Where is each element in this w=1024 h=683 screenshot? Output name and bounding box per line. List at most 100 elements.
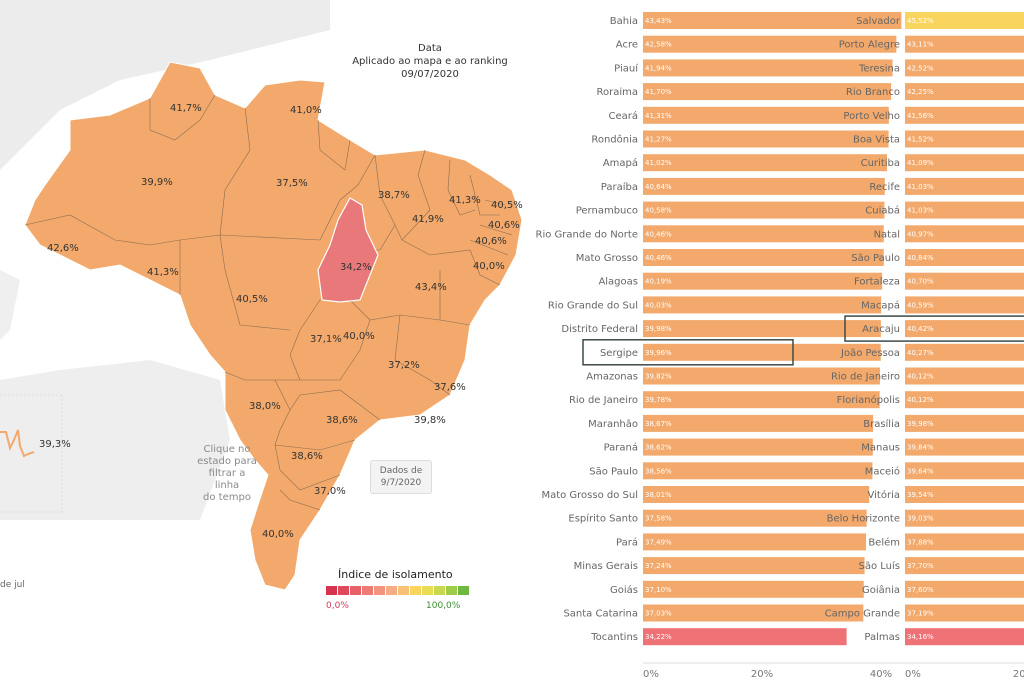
brazil-map[interactable]: 41,7% 41,0% 39,9% 37,5% 38,7% 41,3% 40,5… bbox=[0, 0, 530, 683]
bar-category-label: Palmas bbox=[864, 632, 900, 643]
bar-category-label: Paraíba bbox=[601, 181, 638, 193]
bar-value-label: 40,58% bbox=[645, 207, 672, 215]
bar-value-label: 39,98% bbox=[645, 325, 672, 333]
bar-category-label: Alagoas bbox=[598, 277, 638, 288]
bar-city[interactable] bbox=[905, 367, 1024, 385]
bar-city[interactable] bbox=[905, 296, 1024, 314]
bar-state[interactable] bbox=[643, 438, 873, 456]
bar-city[interactable] bbox=[905, 201, 1024, 219]
bar-state[interactable] bbox=[643, 59, 893, 77]
bar-value-label: 40,12% bbox=[907, 373, 934, 381]
bar-state[interactable] bbox=[643, 509, 867, 527]
map-label-pb: 40,6% bbox=[488, 220, 520, 231]
bar-state[interactable] bbox=[643, 83, 892, 101]
bar-category-label: Vitória bbox=[868, 489, 900, 501]
bar-city[interactable] bbox=[905, 177, 1024, 195]
bar-city[interactable] bbox=[905, 83, 1024, 101]
bar-city[interactable] bbox=[905, 249, 1024, 266]
bar-state[interactable] bbox=[643, 343, 881, 361]
bar-value-label: 40,27% bbox=[907, 349, 934, 357]
bar-state[interactable] bbox=[643, 486, 870, 503]
bar-value-label: 40,12% bbox=[907, 396, 934, 404]
bar-city[interactable] bbox=[905, 130, 1024, 148]
bar-state[interactable] bbox=[643, 462, 873, 480]
bar-category-label: São Luís bbox=[859, 560, 901, 572]
bar-category-label: Boa Vista bbox=[853, 135, 900, 146]
bar-state[interactable] bbox=[643, 225, 884, 243]
bar-city[interactable] bbox=[905, 35, 1024, 53]
bar-city[interactable] bbox=[905, 509, 1024, 527]
bar-state[interactable] bbox=[643, 12, 902, 29]
bar-state[interactable] bbox=[643, 106, 889, 124]
bar-value-label: 42,58% bbox=[645, 41, 672, 49]
bar-state[interactable] bbox=[643, 367, 880, 385]
bar-city[interactable] bbox=[905, 628, 1024, 646]
ranking-charts[interactable]: Bahia 43,43% Acre 42,58% Piauí 41,94% Roraima 4… bbox=[530, 0, 1024, 683]
bar-state[interactable] bbox=[643, 628, 847, 646]
bar-city[interactable] bbox=[905, 533, 1024, 551]
bar-category-label: Paraná bbox=[604, 442, 638, 454]
bar-state[interactable] bbox=[643, 201, 885, 219]
bar-value-label: 39,98% bbox=[907, 420, 934, 428]
bar-city[interactable] bbox=[905, 320, 1024, 338]
bar-value-label: 39,78% bbox=[645, 396, 672, 404]
bar-category-label: Aracaju bbox=[862, 324, 900, 335]
bar-state[interactable] bbox=[643, 272, 883, 290]
bar-value-label: 40,42% bbox=[907, 325, 934, 333]
bar-value-label: 40,59% bbox=[907, 301, 934, 309]
map-label-am: 39,9% bbox=[141, 177, 173, 188]
bar-city[interactable] bbox=[905, 414, 1024, 432]
bar-state[interactable] bbox=[643, 177, 885, 195]
date-filter-value[interactable]: 09/07/2020 bbox=[401, 69, 459, 80]
bar-city[interactable] bbox=[905, 225, 1024, 243]
map-label-rn: 40,5% bbox=[491, 200, 523, 211]
bar-value-label: 39,84% bbox=[907, 444, 934, 452]
bar-state[interactable] bbox=[643, 35, 897, 53]
bar-category-label: Amazonas bbox=[586, 372, 638, 383]
bar-value-label: 41,56% bbox=[907, 112, 934, 120]
bar-city[interactable] bbox=[905, 391, 1024, 409]
bar-value-label: 37,70% bbox=[907, 562, 934, 570]
bar-city[interactable] bbox=[905, 272, 1024, 290]
bar-city[interactable] bbox=[905, 557, 1024, 575]
bar-state[interactable] bbox=[643, 154, 888, 172]
bar-category-label: Natal bbox=[874, 229, 900, 240]
bar-city[interactable] bbox=[905, 486, 1024, 503]
bar-state[interactable] bbox=[643, 320, 881, 338]
map-label-mt: 40,5% bbox=[236, 294, 268, 305]
bar-state[interactable] bbox=[643, 580, 864, 598]
bar-state[interactable] bbox=[643, 557, 865, 575]
bar-value-label: 40,19% bbox=[645, 278, 672, 286]
bar-value-label: 38,56% bbox=[645, 467, 672, 475]
bar-city[interactable] bbox=[905, 59, 1024, 77]
bar-city[interactable] bbox=[905, 462, 1024, 480]
bar-city[interactable] bbox=[905, 12, 1024, 29]
bar-category-label: Belo Horizonte bbox=[827, 514, 900, 525]
bar-state[interactable] bbox=[643, 391, 880, 409]
bar-city[interactable] bbox=[905, 438, 1024, 456]
state-tocantins[interactable] bbox=[317, 197, 379, 303]
bar-category-label: Salvador bbox=[856, 16, 901, 27]
bar-city[interactable] bbox=[905, 604, 1024, 622]
bar-city[interactable] bbox=[905, 106, 1024, 124]
bar-value-label: 41,03% bbox=[907, 183, 934, 191]
bar-state[interactable] bbox=[643, 130, 889, 148]
date-filter-title: Data bbox=[418, 43, 442, 54]
bar-category-label: Amapá bbox=[603, 157, 638, 169]
bar-category-label: Goiânia bbox=[862, 584, 900, 596]
bar-state[interactable] bbox=[643, 249, 884, 266]
legend-swatch bbox=[338, 586, 349, 595]
bar-category-label: São Paulo bbox=[589, 466, 638, 477]
bar-state[interactable] bbox=[643, 533, 867, 551]
bar-category-label: Acre bbox=[616, 40, 638, 51]
bar-category-label: Cuiabá bbox=[865, 205, 900, 217]
bar-state[interactable] bbox=[643, 414, 874, 432]
bar-city[interactable] bbox=[905, 343, 1024, 361]
bar-city[interactable] bbox=[905, 154, 1024, 172]
map-label-ro: 41,3% bbox=[147, 267, 179, 278]
bar-value-label: 40,97% bbox=[907, 230, 934, 238]
map-label-ma: 38,7% bbox=[378, 190, 410, 201]
bar-state[interactable] bbox=[643, 296, 882, 314]
bar-state[interactable] bbox=[643, 604, 864, 622]
bar-city[interactable] bbox=[905, 580, 1024, 598]
